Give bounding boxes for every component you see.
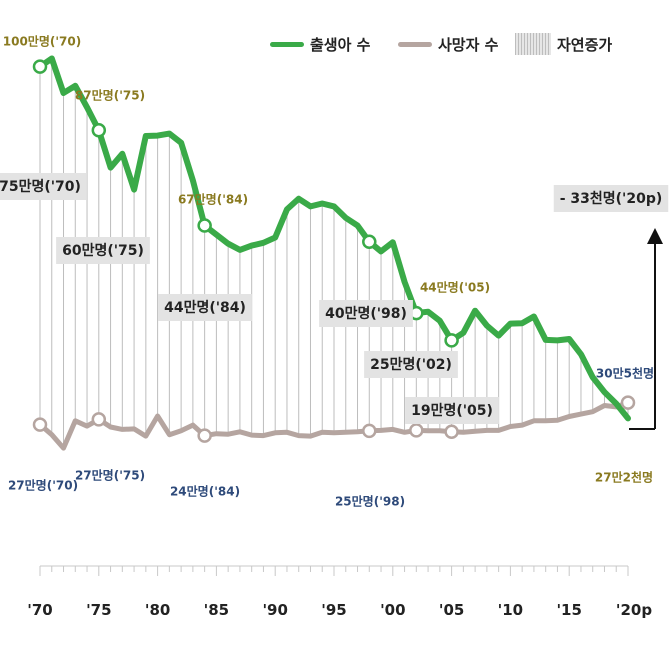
legend-births-label: 출생아 수: [310, 35, 371, 54]
annotation-box-10: [0, 173, 87, 200]
annotation-text-7: 24만명('84): [170, 484, 240, 499]
legend-deaths: 사망자 수: [398, 32, 498, 56]
x-tick-label-1995: '95: [321, 601, 346, 619]
annotation-text-4: 30만5천명: [596, 366, 654, 381]
deaths-point-1975: [91, 412, 107, 427]
annotation-text-15: 19만명('05): [411, 402, 493, 419]
annotation-5: 27만명('70): [8, 478, 78, 493]
annotation-box-15: [405, 397, 499, 424]
legend-births: 출생아 수: [270, 32, 370, 56]
annotation-text-12: 44만명('84): [164, 299, 246, 316]
legend-deaths-label: 사망자 수: [438, 35, 499, 54]
annotation-2: 67만명('84): [178, 192, 248, 207]
annotation-text-2: 67만명('84): [178, 192, 248, 207]
annotation-7: 24만명('84): [170, 484, 240, 499]
legend-natural-increase-label: 자연증가: [557, 35, 613, 54]
annotation-box-16: [553, 185, 669, 212]
annotation-3: 44만명('05): [420, 280, 490, 295]
annotation-box-14: [364, 351, 458, 378]
annotation-4: 30만5천명: [596, 366, 654, 381]
annotation-11: 60만명('75): [56, 237, 150, 264]
x-tick-label-2000: '00: [380, 601, 405, 619]
x-tick-label-2010: '10: [498, 601, 523, 619]
annotation-0: 100만명('70): [3, 34, 81, 49]
deaths-point-1998: [362, 423, 377, 439]
births-point-1998: [362, 234, 377, 250]
annotation-9: 27만2천명: [595, 470, 653, 485]
deaths-point-2020: [620, 395, 636, 410]
x-tick-label-1990: '90: [262, 601, 287, 619]
annotation-10: 75만명('70): [0, 173, 87, 200]
deaths-point-2005: [444, 424, 459, 440]
annotation-8: 25만명('98): [335, 494, 405, 509]
legend-natural-increase-swatch: [515, 33, 551, 55]
annotation-text-6: 27만명('75): [75, 468, 145, 483]
annotation-text-13: 40만명('98): [325, 305, 407, 322]
annotation-text-16: - 33천명('20p): [560, 190, 663, 207]
natural-increase-indicator: [629, 228, 663, 430]
legend-natural-increase: 자연증가: [515, 32, 612, 56]
annotation-text-14: 25만명('02): [370, 356, 452, 373]
annotation-6: 27만명('75): [75, 468, 145, 483]
annotation-16: - 33천명('20p): [553, 185, 669, 212]
deaths-point-1984: [197, 428, 212, 443]
x-tick-label-2020: '20p: [616, 601, 652, 619]
annotation-text-11: 60만명('75): [62, 242, 144, 259]
annotation-text-1: 87만명('75): [75, 88, 145, 103]
annotation-text-10: 75만명('70): [0, 178, 81, 195]
births-point-1975: [91, 123, 107, 138]
x-tick-label-1970: '70: [27, 601, 52, 619]
annotation-12: 44만명('84): [158, 294, 252, 321]
births-point-2005: [444, 333, 459, 348]
x-tick-label-2005: '05: [439, 601, 464, 619]
annotation-13: 40만명('98): [319, 300, 413, 327]
annotation-15: 19만명('05): [405, 397, 499, 424]
deaths-point-2002: [409, 423, 424, 438]
annotation-box-12: [158, 294, 252, 321]
births-point-1970: [32, 59, 48, 74]
deaths-series-line: [37, 400, 631, 451]
legend-births-swatch: [270, 41, 304, 47]
births-series-line: [37, 55, 631, 422]
annotation-text-8: 25만명('98): [335, 494, 405, 509]
legend-deaths-swatch: [398, 41, 432, 47]
annotation-1: 87만명('75): [75, 88, 145, 103]
annotation-text-9: 27만2천명: [595, 470, 653, 485]
annotation-text-3: 44만명('05): [420, 280, 490, 295]
annotation-text-5: 27만명('70): [8, 478, 78, 493]
x-tick-label-1980: '80: [145, 601, 170, 619]
annotation-14: 25만명('02): [364, 351, 458, 378]
deaths-point-1970: [32, 417, 48, 432]
x-tick-label-1975: '75: [86, 601, 111, 619]
x-tick-label-2015: '15: [556, 601, 581, 619]
annotation-box-13: [319, 300, 413, 327]
annotation-text-0: 100만명('70): [3, 34, 81, 49]
annotation-box-11: [56, 237, 150, 264]
x-tick-label-1985: '85: [204, 601, 229, 619]
births-point-1984: [197, 218, 212, 233]
